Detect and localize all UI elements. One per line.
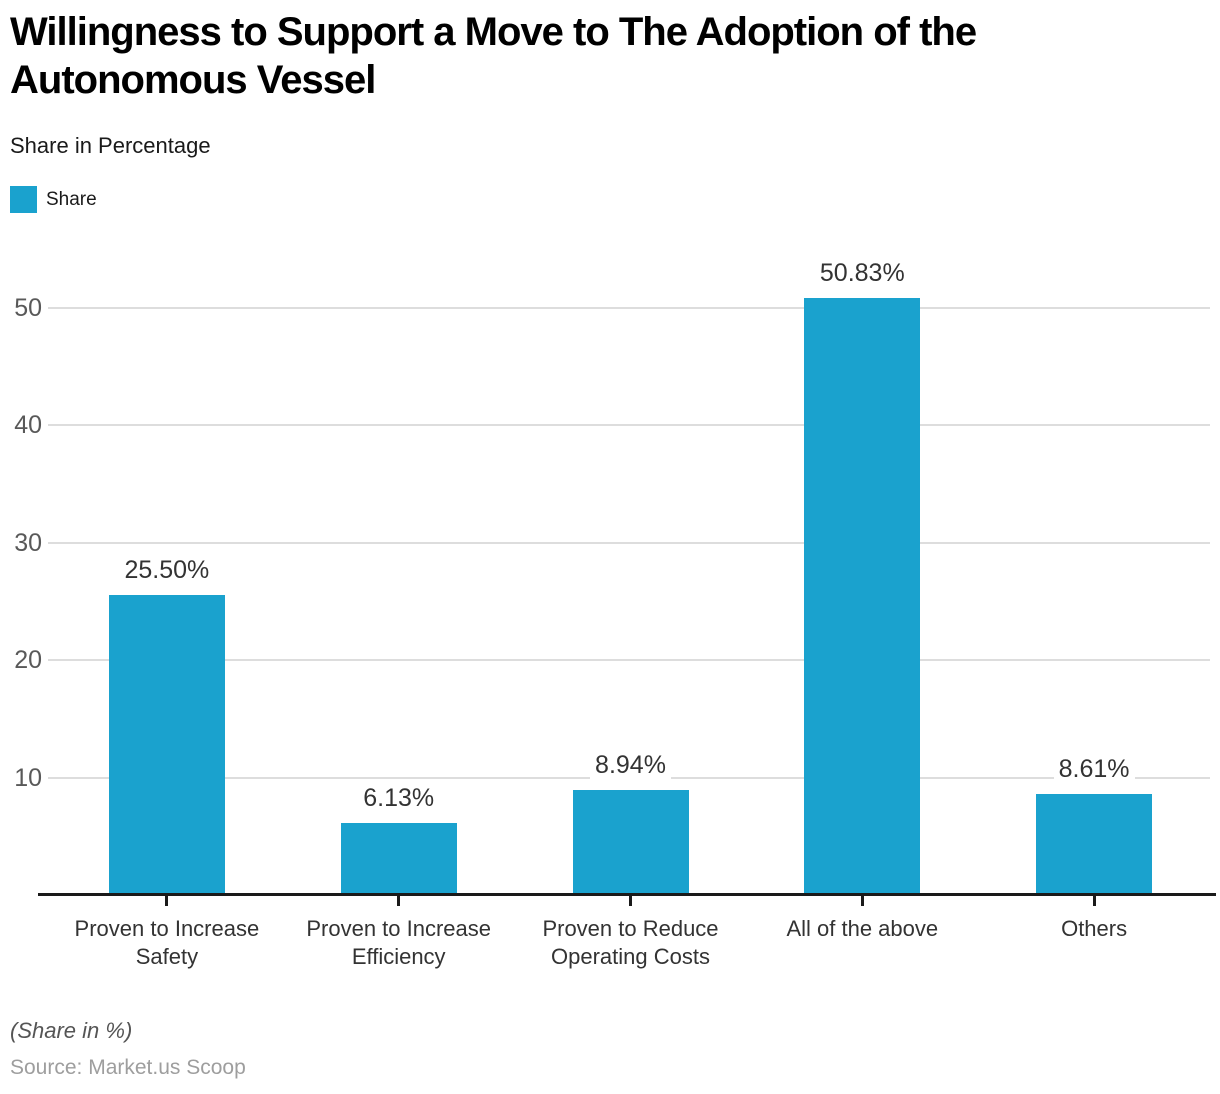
gridline-30 xyxy=(48,541,1210,544)
bar-value-text-1: 25.50% xyxy=(119,555,215,586)
legend-swatch-icon xyxy=(10,186,37,213)
y-axis-tick-label-20: 20 xyxy=(14,646,42,674)
x-axis-tick-1 xyxy=(165,895,169,906)
x-axis-category-label-2: Proven to Increase Efficiency xyxy=(306,916,492,969)
bar-value-label-2: 6.13% xyxy=(309,782,489,813)
gridline-50 xyxy=(48,306,1210,309)
source-credit: Source: Market.us Scoop xyxy=(10,1056,246,1079)
bar-4[interactable] xyxy=(804,297,921,895)
legend-item-share[interactable]: Share xyxy=(10,186,97,213)
x-axis-tick-4 xyxy=(860,895,864,906)
bar-5[interactable] xyxy=(1036,793,1153,895)
x-axis-line xyxy=(38,893,1216,896)
bar-value-label-3: 8.94% xyxy=(541,749,721,780)
bar-value-label-1: 25.50% xyxy=(77,555,257,586)
bar-value-text-3: 8.94% xyxy=(590,749,671,780)
bar-2[interactable] xyxy=(340,822,457,895)
y-axis-tick-label-50: 50 xyxy=(14,293,42,322)
x-axis-category-label-3: Proven to Reduce Operating Costs xyxy=(542,916,719,969)
footnote: (Share in %) xyxy=(10,1018,133,1043)
x-axis-category-label-5: Others xyxy=(1061,916,1128,941)
x-axis-category-label-1: Proven to Increase Safety xyxy=(74,916,260,969)
bar-3[interactable] xyxy=(572,789,689,895)
legend-label: Share xyxy=(46,188,97,210)
gridline-40 xyxy=(48,424,1210,426)
bar-value-text-5: 8.61% xyxy=(1053,753,1135,784)
bar-value-label-5: 8.61% xyxy=(1004,753,1184,784)
y-axis-tick-label-40: 40 xyxy=(14,411,42,439)
gridline-20 xyxy=(48,659,1210,661)
x-axis-tick-3 xyxy=(629,895,632,906)
bar-value-text-2: 6.13% xyxy=(358,782,440,813)
y-axis-tick-label-30: 30 xyxy=(14,528,42,557)
x-axis-tick-5 xyxy=(1092,895,1096,906)
chart-subtitle: Share in Percentage xyxy=(10,133,211,158)
x-axis-tick-2 xyxy=(397,895,401,906)
chart-title: Willingness to Support a Move to The Ado… xyxy=(10,10,977,102)
bar-value-text-4: 50.83% xyxy=(814,257,910,288)
y-axis-tick-label-10: 10 xyxy=(14,763,42,792)
bar-1[interactable] xyxy=(108,595,225,895)
bar-value-label-4: 50.83% xyxy=(772,257,952,288)
x-axis-category-label-4: All of the above xyxy=(786,916,939,941)
